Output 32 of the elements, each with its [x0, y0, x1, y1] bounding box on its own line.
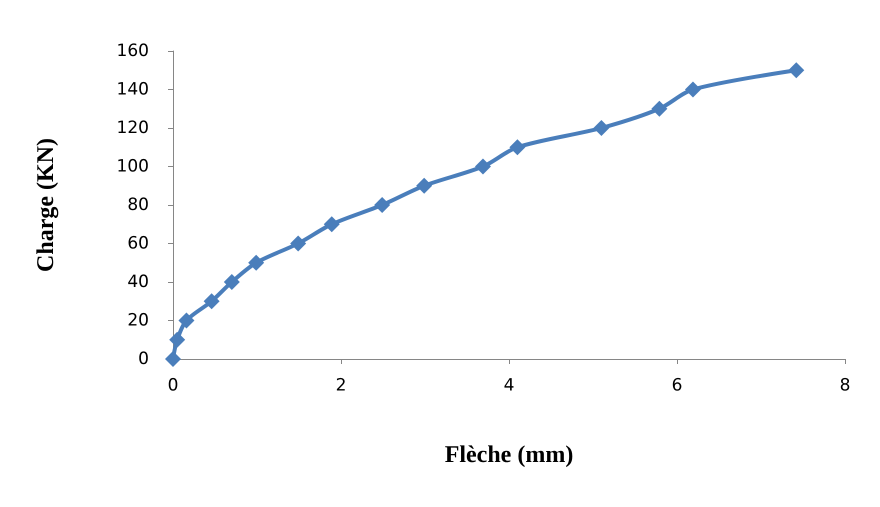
point	[474, 158, 491, 174]
point	[165, 351, 181, 367]
point	[593, 120, 610, 136]
point	[169, 332, 186, 348]
point	[178, 312, 194, 328]
point	[788, 62, 804, 78]
point	[509, 139, 526, 156]
x-tick-label: 6	[672, 376, 682, 396]
y-tick-label: 20	[127, 310, 149, 330]
y-tick-label: 100	[116, 156, 149, 176]
x-tick-label: 4	[504, 376, 514, 396]
y-tick-label: 140	[116, 80, 149, 100]
point	[374, 197, 390, 213]
point	[684, 82, 701, 98]
y-axis-title: Charge (KN)	[33, 138, 59, 272]
point	[204, 293, 220, 310]
y-tick-label: 80	[127, 195, 149, 215]
y-tick-label: 40	[127, 272, 149, 292]
point	[416, 178, 432, 194]
x-tick-label: 8	[840, 376, 850, 396]
point	[248, 254, 264, 271]
x-tick-label: 0	[168, 376, 178, 396]
y-tick-label: 60	[127, 234, 149, 254]
point	[224, 274, 240, 290]
x-axis-title: Flèche (mm)	[444, 442, 574, 468]
point	[290, 236, 306, 252]
x-tick-label: 2	[336, 376, 346, 396]
y-tick-label: 160	[116, 41, 149, 61]
point	[651, 100, 668, 117]
point	[324, 216, 340, 232]
y-tick-label: 120	[116, 118, 149, 138]
y-tick-label: 0	[138, 349, 149, 369]
